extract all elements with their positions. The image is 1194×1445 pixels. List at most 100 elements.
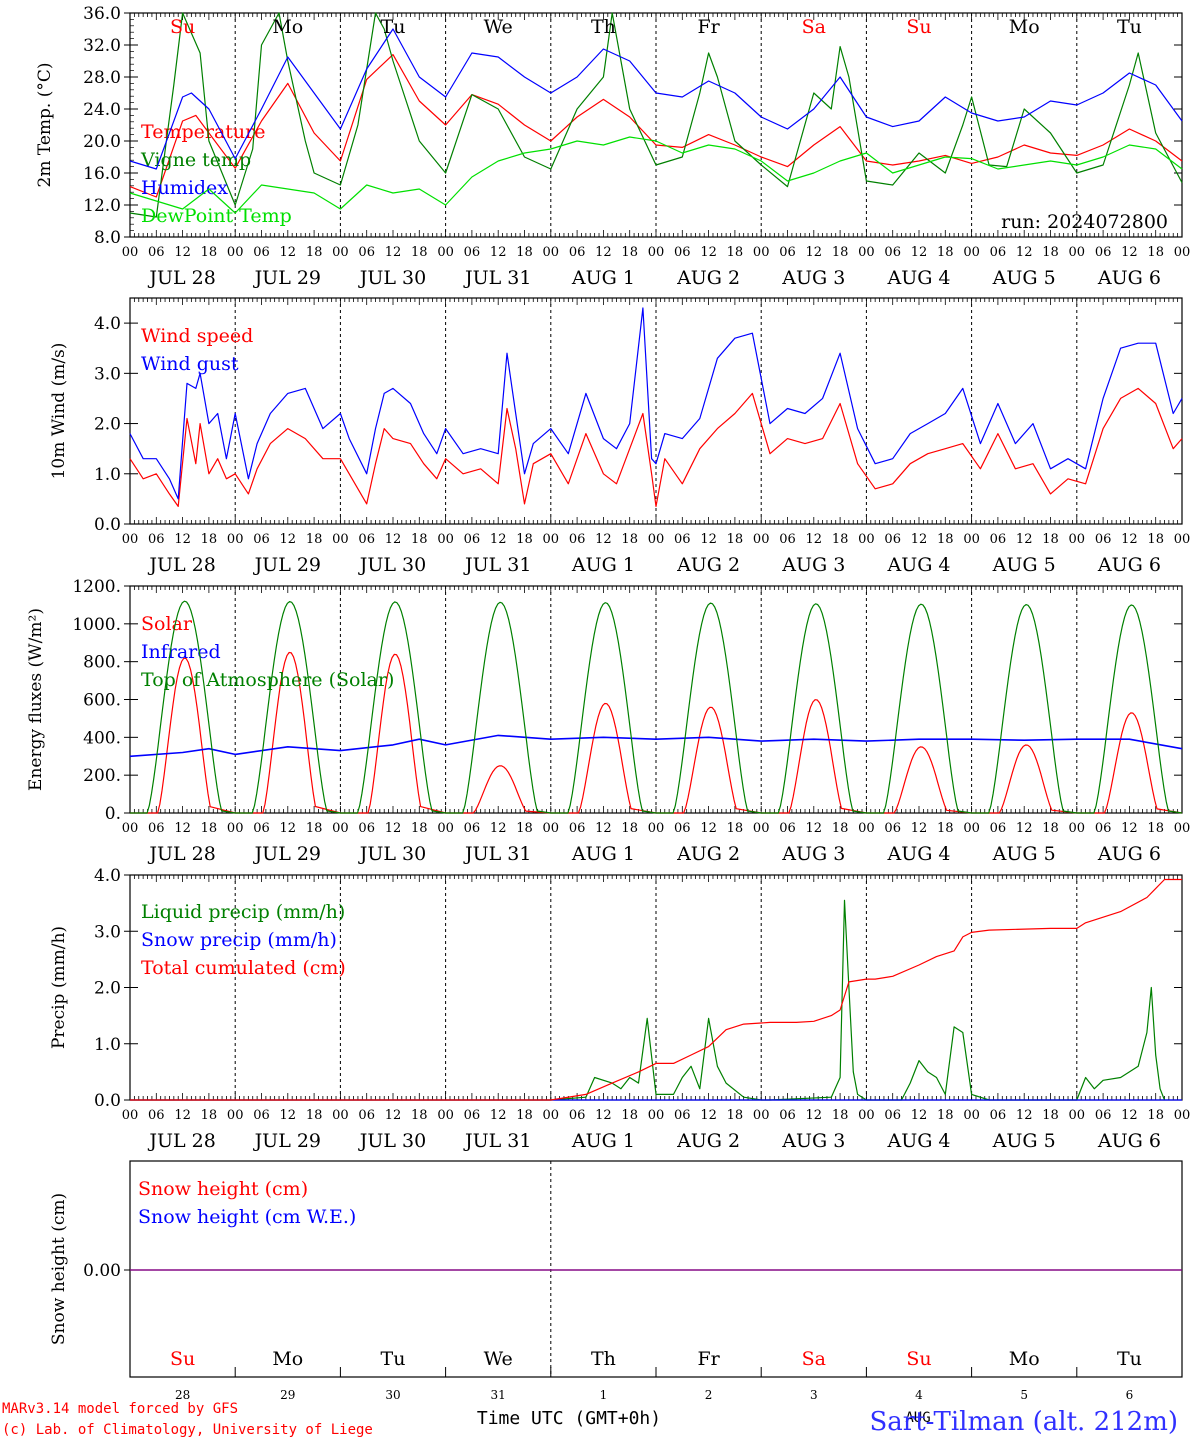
hour-tick-label: 00	[1174, 532, 1191, 547]
hour-tick-label: 00	[227, 245, 244, 260]
hour-tick-label: 12	[700, 245, 717, 260]
y-tick-label: 2.0	[94, 979, 121, 999]
hour-tick-label: 06	[148, 245, 165, 260]
day-of-week-label: Su	[170, 16, 195, 38]
hour-tick-label: 18	[201, 821, 218, 836]
day-of-week-label: Tu	[1117, 1348, 1142, 1370]
day-of-week-label: Th	[591, 1348, 616, 1370]
hour-tick-label: 06	[253, 245, 270, 260]
y-tick-label: 1200.	[72, 577, 121, 597]
y-tick-label: 0.00	[83, 1261, 121, 1281]
hour-tick-label: 00	[753, 245, 770, 260]
day-of-week-label: Mo	[1009, 1348, 1040, 1370]
y-axis-label: Snow height (cm)	[49, 1193, 69, 1345]
hour-tick-label: 12	[595, 821, 612, 836]
day-number-label: 31	[491, 1388, 506, 1402]
date-label: AUG 4	[886, 843, 950, 865]
date-label: AUG 2	[676, 843, 740, 865]
hour-tick-label: 18	[621, 1108, 638, 1123]
day-of-week-label: Fr	[697, 1348, 720, 1370]
y-tick-label: 1.0	[94, 1035, 121, 1055]
date-label: AUG 6	[1097, 1130, 1161, 1152]
y-tick-label: 12.0	[83, 196, 121, 216]
hour-tick-label: 12	[806, 821, 823, 836]
date-label: JUL 31	[463, 843, 531, 865]
hour-tick-label: 18	[306, 532, 323, 547]
day-of-week-label: We	[484, 1348, 513, 1370]
hour-tick-label: 00	[543, 245, 560, 260]
hour-tick-label: 00	[437, 821, 454, 836]
legend-entry: Temperature	[141, 121, 265, 143]
legend-entry: Total cumulated (cm)	[141, 957, 346, 979]
footer-lab-line: (c) Lab. of Climatology, University of L…	[2, 1422, 373, 1438]
y-tick-label: 16.0	[83, 164, 121, 184]
y-tick-label: 8.0	[94, 228, 121, 248]
hour-tick-label: 18	[621, 532, 638, 547]
hour-tick-label: 18	[306, 821, 323, 836]
date-label: AUG 3	[781, 267, 845, 289]
hour-tick-label: 12	[1016, 821, 1033, 836]
date-label: AUG 5	[992, 554, 1056, 576]
hour-tick-label: 06	[779, 1108, 796, 1123]
hour-tick-label: 18	[1147, 245, 1164, 260]
date-label: AUG 2	[676, 554, 740, 576]
hour-tick-label: 12	[911, 821, 928, 836]
date-label: JUL 29	[253, 1130, 321, 1152]
legend-entry: Humidex	[141, 177, 228, 199]
hour-tick-label: 06	[779, 245, 796, 260]
day-of-week-label: Su	[170, 1348, 195, 1370]
y-tick-label: 32.0	[83, 36, 121, 56]
y-tick-label: 1000.	[72, 615, 121, 635]
hour-tick-label: 00	[858, 532, 875, 547]
hour-tick-label: 00	[1174, 1108, 1191, 1123]
day-number-label: 6	[1126, 1388, 1134, 1402]
day-number-label: 1	[600, 1388, 608, 1402]
hour-tick-label: 12	[490, 821, 507, 836]
hour-tick-label: 06	[464, 532, 481, 547]
hour-tick-label: 06	[1095, 532, 1112, 547]
hour-tick-label: 12	[280, 532, 297, 547]
date-label: AUG 2	[676, 267, 740, 289]
hour-tick-label: 18	[516, 245, 533, 260]
hour-tick-label: 12	[595, 1108, 612, 1123]
hour-tick-label: 12	[1121, 1108, 1138, 1123]
hour-tick-label: 00	[963, 821, 980, 836]
hour-tick-label: 00	[437, 532, 454, 547]
date-label: JUL 28	[147, 843, 215, 865]
day-of-week-labels-bottom: Su 28 Mo 29 Tu 30 We 31 Th 1 Fr 2 Sa 3 Su 4 Mo 5 Tu 6	[129, 1348, 1183, 1402]
hour-tick-label: 12	[700, 1108, 717, 1123]
hour-tick-label: 00	[963, 532, 980, 547]
hour-tick-label: 00	[648, 245, 665, 260]
hour-tick-label: 06	[779, 532, 796, 547]
hour-tick-label: 18	[832, 245, 849, 260]
hour-tick-label: 00	[227, 532, 244, 547]
y-tick-label: 1.0	[94, 465, 121, 485]
day-number-label: 2	[705, 1388, 713, 1402]
date-label: AUG 5	[992, 1130, 1056, 1152]
hour-tick-label: 18	[727, 245, 744, 260]
hour-tick-label: 18	[621, 245, 638, 260]
hour-tick-label: 12	[1016, 1108, 1033, 1123]
hour-tick-label: 06	[884, 821, 901, 836]
hour-tick-label: 12	[1016, 532, 1033, 547]
date-label: AUG 6	[1097, 843, 1161, 865]
y-tick-label: 24.0	[83, 100, 121, 120]
hour-tick-label: 12	[700, 821, 717, 836]
hour-tick-label: 00	[1069, 532, 1086, 547]
date-label: JUL 28	[147, 267, 215, 289]
day-number-label: 5	[1020, 1388, 1028, 1402]
legend-entry: Snow precip (mm/h)	[141, 929, 337, 951]
hour-tick-label: 18	[1147, 532, 1164, 547]
day-of-week-label: Fr	[697, 16, 720, 38]
hour-tick-label: 06	[674, 1108, 691, 1123]
hour-tick-label: 12	[174, 245, 191, 260]
hour-tick-label: 00	[543, 1108, 560, 1123]
hour-tick-label: 18	[411, 1108, 428, 1123]
hour-tick-label: 00	[122, 1108, 139, 1123]
hour-tick-label: 00	[332, 1108, 349, 1123]
hour-tick-label: 12	[174, 532, 191, 547]
hour-tick-label: 12	[595, 532, 612, 547]
hour-tick-label: 18	[516, 1108, 533, 1123]
series-line-temperature	[129, 54, 1183, 198]
hour-tick-label: 12	[911, 532, 928, 547]
